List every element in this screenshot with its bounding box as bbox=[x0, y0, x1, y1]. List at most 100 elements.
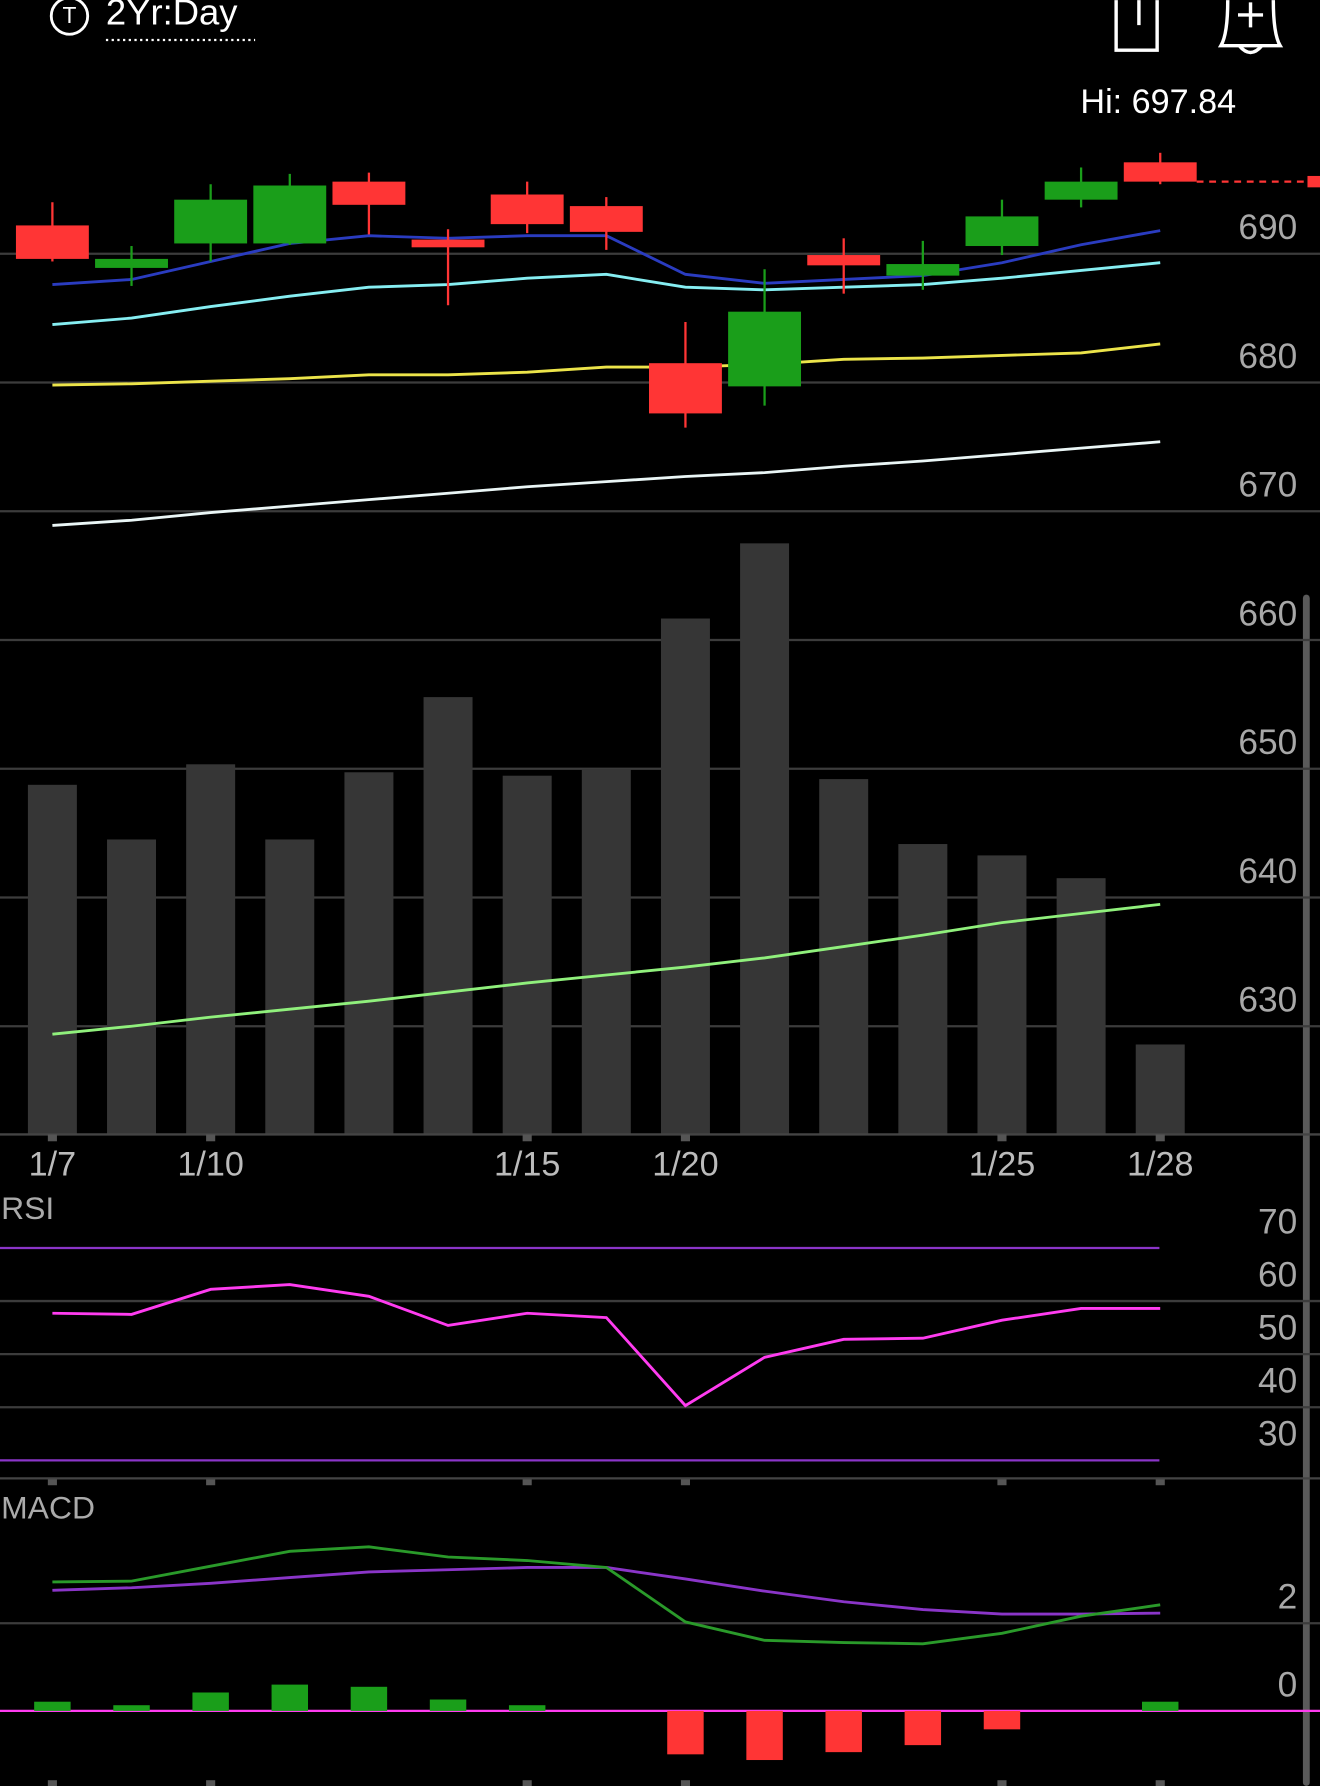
candle-body bbox=[1123, 162, 1197, 182]
y-tick-label: 650 bbox=[1238, 723, 1297, 762]
x-tick bbox=[47, 1478, 57, 1486]
alert-icon[interactable] bbox=[1217, 0, 1284, 55]
x-tick-label: 1/7 bbox=[29, 1145, 76, 1183]
x-tick bbox=[680, 1134, 690, 1142]
candle-body bbox=[807, 255, 881, 266]
candle-body bbox=[648, 363, 722, 414]
histogram-bar bbox=[192, 1692, 229, 1711]
histogram-bar bbox=[271, 1684, 309, 1711]
y-tick-label: 0 bbox=[1278, 1665, 1298, 1704]
candle-body bbox=[15, 225, 89, 259]
x-tick bbox=[997, 1134, 1007, 1142]
y-tick-label: 670 bbox=[1238, 466, 1297, 505]
volume-bar bbox=[27, 784, 77, 1135]
histogram-bar bbox=[508, 1705, 546, 1711]
candle-body bbox=[411, 239, 485, 248]
rsi-line bbox=[52, 1283, 1161, 1408]
volume-ma-line bbox=[52, 902, 1161, 1036]
candle-body bbox=[332, 181, 406, 205]
candle-body bbox=[728, 311, 802, 387]
x-tick-label: 1/28 bbox=[1127, 1145, 1193, 1183]
volume-bar bbox=[977, 855, 1027, 1135]
x-tick bbox=[997, 1478, 1007, 1486]
histogram-bar bbox=[429, 1699, 467, 1711]
candle-body bbox=[490, 194, 564, 225]
macd-line bbox=[52, 1545, 1161, 1646]
x-tick-label: 1/10 bbox=[177, 1145, 243, 1183]
period-icon bbox=[49, 0, 90, 36]
y-tick-label: 2 bbox=[1278, 1578, 1298, 1617]
pane-title: MACD bbox=[1, 1490, 95, 1526]
moving-average-line bbox=[52, 440, 1161, 527]
x-tick-label: 1/25 bbox=[969, 1145, 1035, 1183]
y-tick-label: 30 bbox=[1258, 1415, 1297, 1454]
candle-body bbox=[95, 258, 168, 268]
candle-body bbox=[253, 185, 327, 244]
histogram-bar bbox=[350, 1686, 388, 1711]
x-tick bbox=[680, 1780, 690, 1786]
histogram-bar bbox=[904, 1710, 942, 1746]
volume-bar bbox=[660, 618, 710, 1135]
high-label: Hi: 697.84 bbox=[1080, 83, 1236, 121]
candle-body bbox=[965, 216, 1039, 247]
candle-body bbox=[1044, 181, 1118, 200]
y-tick-label: 60 bbox=[1258, 1255, 1297, 1294]
x-tick bbox=[47, 1134, 57, 1142]
histogram-bar bbox=[825, 1710, 862, 1753]
header: T 2Yr:Day bbox=[49, 0, 1284, 55]
volume-bar bbox=[502, 775, 552, 1135]
y-tick-label: 680 bbox=[1238, 337, 1297, 376]
histogram-bar bbox=[113, 1705, 150, 1711]
x-tick bbox=[680, 1478, 690, 1486]
x-tick bbox=[522, 1478, 532, 1486]
x-tick bbox=[206, 1134, 216, 1142]
pane-title: RSI bbox=[1, 1190, 54, 1226]
y-tick-label: 630 bbox=[1238, 981, 1297, 1020]
moving-average-line bbox=[52, 261, 1161, 326]
volume-bar bbox=[819, 779, 869, 1135]
y-tick-label: 660 bbox=[1238, 594, 1297, 633]
x-tick bbox=[997, 1780, 1007, 1786]
volume-bar bbox=[740, 543, 790, 1135]
volume-bar bbox=[186, 764, 236, 1135]
share-icon[interactable] bbox=[1114, 0, 1159, 52]
period-icon-letter: T bbox=[63, 2, 77, 28]
x-tick bbox=[47, 1780, 57, 1786]
volume-bar bbox=[265, 839, 315, 1135]
candle-body bbox=[174, 199, 248, 244]
volume-bar bbox=[423, 697, 473, 1135]
moving-average-line bbox=[52, 342, 1161, 387]
last-price-marker bbox=[1307, 175, 1320, 188]
y-tick-label: 690 bbox=[1238, 208, 1297, 247]
volume-bar bbox=[581, 768, 631, 1135]
volume-bar bbox=[1135, 1044, 1185, 1135]
x-tick-label: 1/20 bbox=[652, 1145, 718, 1183]
candle-body bbox=[569, 206, 643, 232]
x-tick-label: 1/15 bbox=[494, 1145, 560, 1183]
volume-bar bbox=[107, 839, 157, 1135]
histogram-bar bbox=[667, 1710, 704, 1755]
x-tick bbox=[522, 1134, 532, 1142]
scrollbar[interactable] bbox=[1302, 594, 1310, 1786]
volume-bar bbox=[1056, 878, 1106, 1135]
period-label[interactable]: 2Yr:Day bbox=[106, 0, 238, 33]
y-tick-label: 640 bbox=[1238, 852, 1297, 891]
x-tick bbox=[1155, 1478, 1165, 1486]
y-tick-label: 40 bbox=[1258, 1362, 1297, 1401]
volume-bar bbox=[344, 772, 394, 1135]
y-tick-label: 70 bbox=[1258, 1202, 1297, 1241]
histogram-bar bbox=[983, 1710, 1021, 1730]
y-tick-label: 50 bbox=[1258, 1309, 1297, 1348]
x-tick bbox=[206, 1780, 216, 1786]
histogram-bar bbox=[34, 1701, 71, 1711]
histogram-bar bbox=[746, 1710, 783, 1761]
x-tick bbox=[206, 1478, 216, 1486]
x-tick bbox=[522, 1780, 532, 1786]
x-tick bbox=[1155, 1134, 1165, 1142]
x-tick bbox=[1155, 1780, 1165, 1786]
volume-bar bbox=[898, 844, 948, 1135]
histogram-bar bbox=[1142, 1701, 1179, 1711]
candle-body bbox=[886, 264, 960, 276]
